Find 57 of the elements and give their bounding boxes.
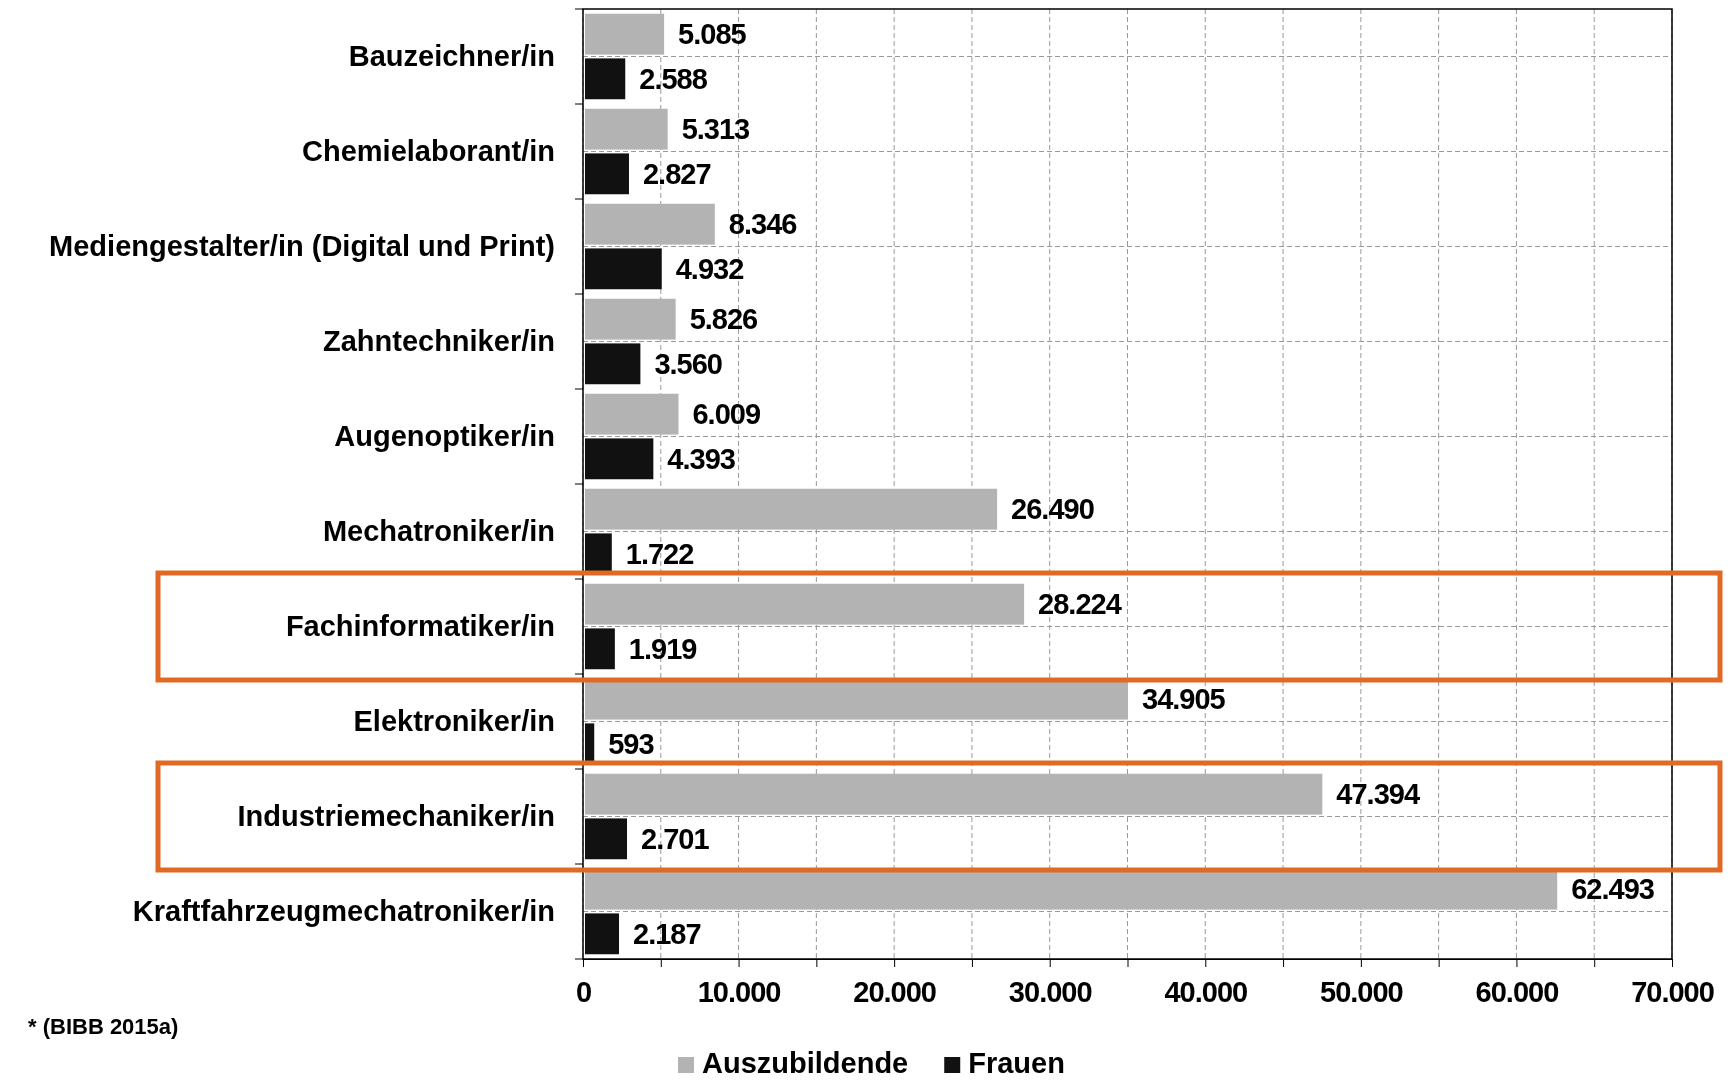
data-label: 5.085 bbox=[678, 18, 747, 51]
bar bbox=[585, 488, 998, 530]
y-tick-label: Elektroniker/in bbox=[353, 704, 555, 737]
y-tick-label: Fachinformatiker/in bbox=[285, 609, 555, 642]
y-tick-label: Augenoptiker/in bbox=[334, 419, 555, 452]
y-tick-label: Chemielaborant/in bbox=[302, 134, 555, 167]
bar bbox=[585, 248, 662, 290]
x-tick-label: 40.000 bbox=[1164, 975, 1248, 1008]
y-tick-label: Bauzeichner/in bbox=[348, 39, 555, 72]
bar bbox=[585, 913, 620, 955]
data-label: 4.932 bbox=[675, 252, 744, 285]
x-tick-label: 10.000 bbox=[697, 975, 781, 1008]
data-label: 4.393 bbox=[667, 442, 736, 475]
bar bbox=[585, 628, 615, 670]
x-tick-label: 20.000 bbox=[853, 975, 936, 1008]
bar bbox=[585, 583, 1025, 625]
y-tick-label: Industriemechaniker/in bbox=[237, 799, 555, 832]
x-tick-label: 60.000 bbox=[1475, 975, 1559, 1008]
legend-label: Auszubildende bbox=[702, 1047, 909, 1079]
data-label: 2.827 bbox=[642, 157, 711, 190]
data-label: 2.588 bbox=[639, 62, 708, 95]
bar bbox=[585, 818, 628, 860]
bar bbox=[585, 773, 1323, 815]
legend-label: Frauen bbox=[968, 1047, 1065, 1079]
bar bbox=[585, 203, 715, 245]
bar bbox=[585, 108, 668, 150]
data-label: 5.826 bbox=[689, 303, 759, 336]
data-label: 47.394 bbox=[1336, 778, 1420, 811]
data-label: 34.905 bbox=[1142, 683, 1226, 716]
data-label: 1.919 bbox=[628, 632, 698, 665]
y-tick-label: Zahntechniker/in bbox=[322, 324, 555, 357]
data-label: 3.560 bbox=[654, 347, 722, 380]
y-tick-label: Mechatroniker/in bbox=[322, 514, 555, 547]
bar bbox=[585, 13, 665, 55]
data-label: 2.701 bbox=[641, 822, 710, 855]
data-label: 28.224 bbox=[1038, 588, 1122, 621]
data-label: 1.722 bbox=[625, 537, 694, 570]
data-label: 8.346 bbox=[728, 208, 798, 241]
bar bbox=[585, 343, 641, 385]
text: * (BIBB 2015a) bbox=[28, 1014, 179, 1039]
data-label: 26.490 bbox=[1011, 493, 1094, 526]
x-tick-label: 70.000 bbox=[1631, 975, 1714, 1008]
x-tick-label: 30.000 bbox=[1008, 975, 1092, 1008]
data-label: 2.187 bbox=[633, 917, 701, 950]
bar bbox=[585, 438, 654, 480]
x-tick-label: 0 bbox=[575, 975, 592, 1008]
bar bbox=[585, 153, 629, 195]
data-label: 62.493 bbox=[1571, 873, 1655, 906]
x-tick-label: 50.000 bbox=[1320, 975, 1403, 1008]
y-tick-label: Mediengestalter/in (Digital und Print) bbox=[49, 229, 555, 262]
y-tick-label: Kraftfahrzeugmechatroniker/in bbox=[132, 894, 555, 927]
bar bbox=[585, 298, 676, 340]
data-label: 5.313 bbox=[681, 113, 751, 146]
data-label: 6.009 bbox=[692, 398, 761, 431]
bar bbox=[585, 393, 679, 435]
data-label: 593 bbox=[608, 727, 655, 760]
bar bbox=[585, 58, 626, 100]
